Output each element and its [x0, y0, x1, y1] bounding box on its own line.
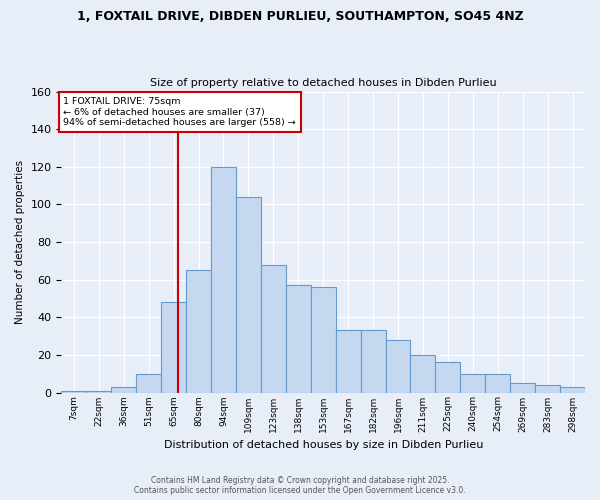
- Bar: [460, 374, 485, 392]
- Bar: [436, 362, 460, 392]
- Text: 1, FOXTAIL DRIVE, DIBDEN PURLIEU, SOUTHAMPTON, SO45 4NZ: 1, FOXTAIL DRIVE, DIBDEN PURLIEU, SOUTHA…: [77, 10, 523, 23]
- Text: 1 FOXTAIL DRIVE: 75sqm
← 6% of detached houses are smaller (37)
94% of semi-deta: 1 FOXTAIL DRIVE: 75sqm ← 6% of detached …: [64, 97, 296, 127]
- Bar: [560, 387, 585, 392]
- Bar: [510, 383, 535, 392]
- Bar: [386, 340, 410, 392]
- Bar: [211, 167, 236, 392]
- Bar: [286, 286, 311, 393]
- Title: Size of property relative to detached houses in Dibden Purlieu: Size of property relative to detached ho…: [150, 78, 497, 88]
- Bar: [136, 374, 161, 392]
- Bar: [261, 264, 286, 392]
- Bar: [111, 387, 136, 392]
- Bar: [485, 374, 510, 392]
- Bar: [236, 197, 261, 392]
- Bar: [361, 330, 386, 392]
- Bar: [86, 390, 111, 392]
- Bar: [410, 355, 436, 393]
- Bar: [311, 287, 335, 393]
- Text: Contains HM Land Registry data © Crown copyright and database right 2025.
Contai: Contains HM Land Registry data © Crown c…: [134, 476, 466, 495]
- Y-axis label: Number of detached properties: Number of detached properties: [15, 160, 25, 324]
- Bar: [61, 390, 86, 392]
- Bar: [535, 385, 560, 392]
- Bar: [335, 330, 361, 392]
- Bar: [161, 302, 186, 392]
- Bar: [186, 270, 211, 392]
- X-axis label: Distribution of detached houses by size in Dibden Purlieu: Distribution of detached houses by size …: [164, 440, 483, 450]
